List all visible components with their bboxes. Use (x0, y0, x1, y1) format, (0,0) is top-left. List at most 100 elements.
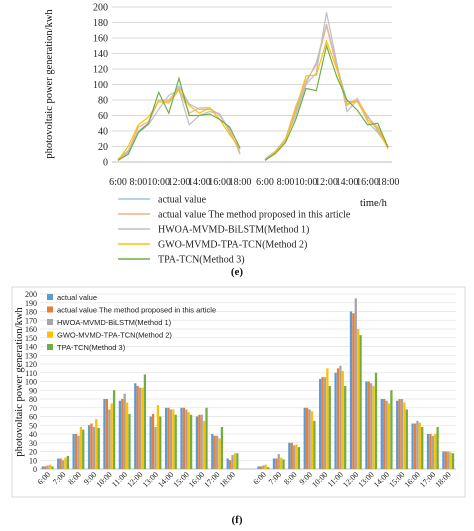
bar-s5-c24 (405, 409, 408, 469)
bar-s3-c9 (169, 409, 173, 469)
bar-chart-y-tick-label: 50 (29, 421, 37, 430)
bar-s2-c12 (213, 435, 216, 469)
bar-s1-c2 (57, 458, 60, 469)
bar-s4-c7 (141, 387, 144, 470)
bar-chart-x-tick-label: 18:00 (433, 470, 452, 489)
bar-s2-c25 (413, 423, 417, 469)
bar-s2-c6 (121, 399, 124, 469)
bar-chart-y-axis-label: photovoltaic power generation/kwh (14, 307, 25, 457)
bar-legend-swatch-1 (47, 294, 53, 300)
bar-chart-x-tick-label: 13:00 (356, 470, 375, 489)
bar-s2-c23 (383, 399, 386, 469)
line-chart-y-ticks: 0 20 40 60 80 100 120 140 160 180 200 (93, 3, 108, 169)
bar-s3-c5 (108, 409, 111, 469)
bar-s5-c18 (313, 420, 316, 470)
bar-chart-y-tick-label: 70 (29, 404, 37, 413)
bar-s3-c13 (231, 455, 234, 469)
bar-s4-c23 (387, 403, 391, 470)
bar-s5-c16 (282, 459, 285, 470)
bar-s3-c1 (46, 465, 49, 469)
line-chart-y-tick-label: 40 (98, 127, 108, 138)
bar-s2-c19 (321, 377, 324, 470)
bar-s3-c8 (154, 427, 157, 469)
bar-s3-c2 (61, 460, 65, 469)
line-chart-gridlines (112, 6, 392, 163)
bar-s4-c27 (449, 452, 452, 470)
line-legend-label-4: GWO-MVMD-TPA-TCN(Method 2) (158, 240, 307, 251)
bar-s4-c15 (264, 464, 267, 470)
bar-s3-c12 (215, 435, 219, 469)
bar-s3-c16 (277, 454, 280, 470)
bar-chart-x-tick-label: 11:00 (110, 470, 129, 489)
line-chart-x-tick-label: 12:00 (168, 177, 191, 188)
bar-s2-c13 (228, 460, 232, 469)
bar-s4-c4 (95, 419, 98, 470)
bar-s5-c6 (128, 413, 131, 470)
bar-chart-x-tick-label: 6:00 (251, 470, 267, 486)
bar-s2-c8 (151, 413, 155, 470)
line-chart-series (117, 12, 389, 161)
bar-s2-c20 (336, 368, 340, 470)
bar-s2-c15 (259, 466, 263, 470)
line-chart-x-tick-label: 14:00 (188, 177, 211, 188)
bar-s5-c22 (374, 372, 378, 469)
bar-s3-c17 (293, 445, 296, 470)
bar-s2-c3 (74, 434, 78, 469)
bar-s1-c10 (180, 407, 183, 469)
bar-s1-c19 (319, 378, 322, 470)
bar-chart-y-tick-label: 130 (25, 351, 37, 360)
bar-s3-c23 (385, 400, 388, 469)
bar-legend-label-5: TPA-TCN(Method 3) (57, 343, 126, 352)
bar-s2-c2 (59, 458, 62, 469)
bar-s5-c26 (436, 427, 439, 469)
bar-s3-c11 (200, 414, 203, 469)
line-chart-x-tick-label: 10:00 (295, 177, 318, 188)
bar-s3-c15 (262, 465, 265, 469)
bar-chart-x-tick-label: 7:00 (267, 470, 283, 486)
line-chart-x-tick-label: 12:00 (315, 177, 338, 188)
line-chart-y-tick-label: 100 (93, 80, 108, 91)
bar-chart-x-tick-label: 17:00 (202, 470, 221, 489)
bar-s5-c11 (205, 407, 208, 469)
bar-s4-c5 (110, 403, 113, 470)
bar-chart-x-ticks: 6:007:008:009:0010:0011:0012:0013:0014:0… (36, 470, 453, 489)
bar-s5-c9 (174, 414, 177, 469)
line-chart-y-tick-label: 200 (93, 3, 108, 14)
bar-s3-c22 (370, 383, 373, 469)
bar-s3-c18 (308, 409, 311, 469)
bar-s2-c7 (136, 385, 139, 470)
bar-chart-y-tick-label: 10 (29, 456, 37, 465)
bar-s4-c22 (372, 385, 375, 470)
bar-chart-x-tick-label: 14:00 (156, 470, 175, 489)
bar-s4-c12 (218, 438, 221, 470)
bar-s4-c2 (64, 457, 67, 470)
bar-chart-x-tick-label: 12:00 (125, 470, 144, 489)
bar-chart-y-tick-label: 30 (29, 439, 37, 448)
bar-s3-c20 (339, 365, 342, 469)
panel-label-f: (f) (232, 514, 243, 526)
bar-s5-c15 (267, 467, 270, 469)
bar-chart-f: photovoltaic power generation/kwh 010203… (11, 286, 466, 526)
bar-s4-c11 (202, 420, 206, 470)
bar-s1-c9 (164, 407, 168, 469)
bar-s5-c17 (297, 447, 301, 470)
line-chart-y-axis-label: photovoltaic power generation/kwh (44, 9, 55, 159)
line-chart-legend: actual value actual value The method prop… (118, 195, 351, 266)
bar-chart-x-tick-label: 13:00 (141, 470, 160, 489)
bar-s5-c20 (344, 385, 347, 470)
bar-s2-c5 (105, 399, 109, 469)
bar-s5-c5 (112, 390, 116, 469)
bar-s4-c8 (156, 405, 160, 470)
bar-chart-y-tick-label: 170 (25, 316, 37, 325)
bar-s3-c3 (77, 435, 80, 469)
bar-s3-c25 (416, 420, 419, 470)
bar-s1-c26 (426, 434, 430, 469)
bar-chart-legend: actual value actual value The method prop… (47, 293, 216, 352)
bar-chart-x-tick-label: 10:00 (310, 470, 329, 489)
bar-s1-c25 (411, 423, 414, 469)
line-chart-x-tick-label: 16:00 (356, 177, 379, 188)
bar-legend-swatch-2 (47, 306, 53, 313)
bar-chart-x-tick-label: 14:00 (372, 470, 391, 489)
bar-s4-c19 (326, 368, 329, 470)
bar-legend-swatch-4 (47, 331, 53, 338)
